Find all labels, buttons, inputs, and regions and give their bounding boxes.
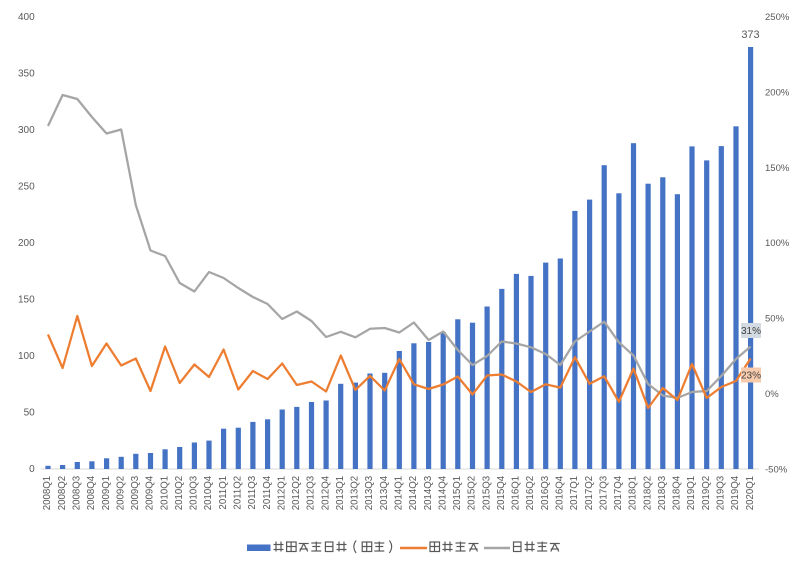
svg-text:300: 300 — [18, 125, 35, 136]
svg-text:0%: 0% — [765, 389, 779, 400]
svg-text:2013Q1: 2013Q1 — [335, 476, 346, 510]
svg-text:2015Q3: 2015Q3 — [481, 476, 492, 510]
svg-text:2014Q2: 2014Q2 — [408, 476, 419, 510]
svg-text:2011Q2: 2011Q2 — [233, 476, 244, 510]
svg-text:2016Q3: 2016Q3 — [540, 476, 551, 510]
svg-text:2011Q4: 2011Q4 — [262, 475, 273, 509]
svg-text:2014Q4: 2014Q4 — [437, 475, 448, 510]
svg-text:2011Q1: 2011Q1 — [218, 476, 229, 510]
svg-text:2008Q3: 2008Q3 — [72, 476, 83, 510]
svg-text:2016Q2: 2016Q2 — [525, 476, 536, 510]
svg-text:2017Q3: 2017Q3 — [598, 476, 609, 510]
svg-text:2010Q4: 2010Q4 — [203, 475, 214, 510]
svg-text:2019Q3: 2019Q3 — [716, 476, 727, 510]
svg-text:150: 150 — [18, 295, 35, 306]
svg-text:2008Q2: 2008Q2 — [57, 476, 68, 510]
svg-text:0: 0 — [29, 464, 35, 475]
svg-text:250%: 250% — [765, 12, 790, 23]
svg-text:2009Q4: 2009Q4 — [145, 475, 156, 510]
svg-text:350: 350 — [18, 69, 35, 80]
svg-text:-50%: -50% — [765, 464, 788, 475]
svg-text:2018Q3: 2018Q3 — [657, 476, 668, 510]
svg-text:2017Q1: 2017Q1 — [569, 476, 580, 510]
svg-text:50%: 50% — [765, 314, 785, 325]
svg-text:200: 200 — [18, 238, 35, 249]
svg-text:2012Q2: 2012Q2 — [291, 476, 302, 510]
svg-text:100: 100 — [18, 351, 35, 362]
svg-text:200%: 200% — [765, 88, 790, 99]
svg-text:2012Q4: 2012Q4 — [320, 475, 331, 510]
svg-text:2010Q3: 2010Q3 — [189, 476, 200, 510]
svg-text:2016Q4: 2016Q4 — [555, 475, 566, 510]
svg-text:2018Q1: 2018Q1 — [628, 476, 639, 510]
svg-text:2008Q4: 2008Q4 — [86, 475, 97, 510]
svg-text:2013Q2: 2013Q2 — [350, 476, 361, 510]
svg-text:2014Q3: 2014Q3 — [423, 476, 434, 510]
svg-text:2008Q1: 2008Q1 — [42, 476, 53, 510]
svg-text:100%: 100% — [765, 238, 790, 249]
svg-text:2012Q1: 2012Q1 — [276, 476, 287, 510]
svg-text:2017Q2: 2017Q2 — [584, 476, 595, 510]
svg-text:373: 373 — [741, 29, 759, 41]
svg-text:2013Q4: 2013Q4 — [379, 475, 390, 510]
svg-text:23%: 23% — [741, 371, 761, 382]
svg-text:2015Q1: 2015Q1 — [452, 476, 463, 510]
svg-text:2009Q3: 2009Q3 — [130, 476, 141, 510]
svg-text:2019Q4: 2019Q4 — [730, 475, 741, 510]
svg-text:2013Q3: 2013Q3 — [364, 476, 375, 510]
svg-text:150%: 150% — [765, 163, 790, 174]
svg-text:2020Q1: 2020Q1 — [745, 476, 756, 510]
svg-text:2009Q2: 2009Q2 — [115, 476, 126, 510]
svg-text:400: 400 — [18, 12, 35, 23]
svg-text:2012Q3: 2012Q3 — [306, 476, 317, 510]
svg-text:2019Q1: 2019Q1 — [686, 476, 697, 510]
svg-text:2015Q4: 2015Q4 — [496, 475, 507, 510]
svg-text:2014Q1: 2014Q1 — [394, 476, 405, 510]
svg-text:250: 250 — [18, 182, 35, 193]
svg-text:2015Q2: 2015Q2 — [467, 476, 478, 510]
svg-text:50: 50 — [24, 408, 36, 419]
svg-text:2009Q1: 2009Q1 — [101, 476, 112, 510]
svg-text:2010Q2: 2010Q2 — [174, 476, 185, 510]
svg-text:2011Q3: 2011Q3 — [247, 476, 258, 510]
svg-text:2010Q1: 2010Q1 — [159, 476, 170, 510]
svg-text:2016Q1: 2016Q1 — [511, 476, 522, 510]
svg-text:2019Q2: 2019Q2 — [701, 476, 712, 510]
svg-text:2018Q2: 2018Q2 — [642, 476, 653, 510]
svg-text:31%: 31% — [741, 326, 761, 337]
svg-text:2018Q4: 2018Q4 — [672, 475, 683, 510]
svg-text:2017Q4: 2017Q4 — [613, 475, 624, 510]
